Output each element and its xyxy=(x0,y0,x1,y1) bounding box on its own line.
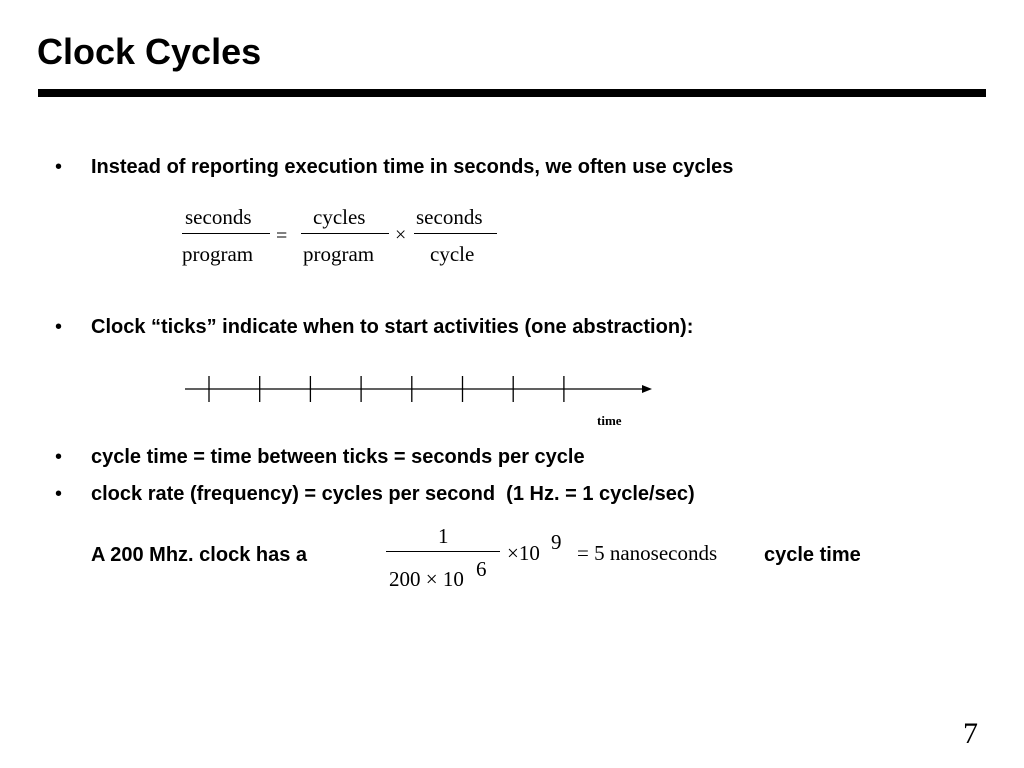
eq-mid-denominator: program xyxy=(303,242,375,266)
example-fraction-bar xyxy=(386,551,500,552)
timeline-ticks xyxy=(208,376,565,402)
bullet-marker: • xyxy=(55,446,63,468)
eq-times-sign: × xyxy=(395,224,407,246)
example-multiplier-exponent: 9 xyxy=(551,530,562,554)
title-divider xyxy=(38,89,986,97)
example-multiplier: ×10 xyxy=(507,541,540,565)
example-suffix: cycle time xyxy=(764,544,861,566)
example-fraction-denominator: 200 × 10 xyxy=(389,567,464,591)
bullet-execution-time: Instead of reporting execution time in s… xyxy=(91,156,734,178)
eq-mid-fraction-bar xyxy=(301,233,389,234)
bullet-clock-rate: clock rate (frequency) = cycles per seco… xyxy=(91,483,695,505)
bullet-cycle-time: cycle time = time between ticks = second… xyxy=(91,446,585,468)
timeline-arrowhead xyxy=(642,385,652,393)
example-denominator-exponent: 6 xyxy=(476,557,487,581)
eq-rhs-denominator: cycle xyxy=(430,242,475,266)
example-prefix: A 200 Mhz. clock has a xyxy=(91,544,308,566)
bullet-clock-ticks: Clock “ticks” indicate when to start act… xyxy=(91,316,694,338)
timeline-time-label: time xyxy=(597,413,622,428)
bullet-marker: • xyxy=(55,316,63,338)
eq-rhs-fraction-bar xyxy=(414,233,497,234)
example-fraction-numerator: 1 xyxy=(438,524,449,548)
eq-rhs-numerator: seconds xyxy=(416,205,483,229)
eq-equals-sign: = xyxy=(276,225,288,247)
example-result: = 5 nanoseconds xyxy=(577,541,718,565)
eq-mid-numerator: cycles xyxy=(313,205,366,229)
bullet-marker: • xyxy=(55,483,63,505)
eq-lhs-fraction-bar xyxy=(182,233,270,234)
slide-title: Clock Cycles xyxy=(37,31,262,72)
page-number: 7 xyxy=(963,717,978,750)
bullet-marker: • xyxy=(55,156,63,178)
eq-lhs-numerator: seconds xyxy=(185,205,252,229)
eq-lhs-denominator: program xyxy=(182,242,254,266)
clock-tick-timeline xyxy=(185,376,652,402)
